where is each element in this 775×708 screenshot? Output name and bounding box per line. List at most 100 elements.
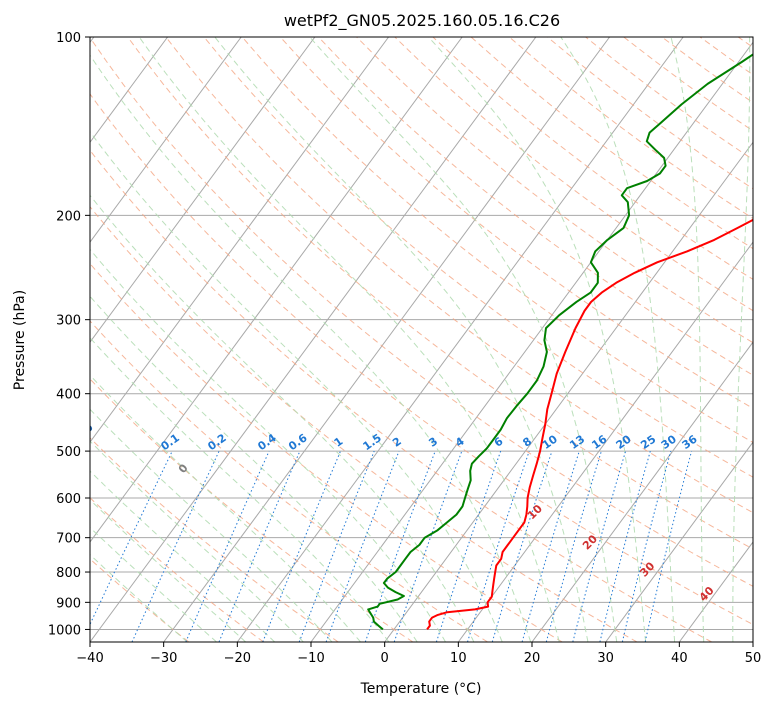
x-tick-label: 0 [381,651,389,666]
x-tick-label: 50 [745,651,762,666]
moist-adiabat-line [90,499,247,642]
dry-adiabat-line [90,37,753,587]
dry-adiabat-line [661,37,753,104]
dry-adiabat-line [90,262,563,642]
mixing-ratio-line [599,450,651,642]
dry-adiabat-line [508,37,753,220]
dry-adiabat-line [90,205,638,642]
isotherm-line [90,37,169,144]
mixing-ratio-label: 20 [614,432,634,452]
x-tick-label: 20 [524,651,541,666]
y-tick-label: 100 [56,31,81,46]
mixing-ratio-line [131,450,220,642]
y-tick-label: 500 [56,445,81,460]
dry-adiabat-line [90,149,712,642]
moist-adiabat-line [90,374,361,642]
mixing-ratio-label: 3 [426,435,440,450]
isotherm-line [678,541,753,642]
isotherm-line [457,241,753,642]
mixing-ratio-label: 6 [492,435,506,450]
y-axis-title: Pressure (hPa) [12,290,28,390]
y-tick-label: 300 [56,314,81,329]
isotherm-line [605,441,753,642]
x-axis-title: Temperature (°C) [360,681,482,697]
x-tick-label: 40 [671,651,688,666]
mixing-ratio-label: 30 [659,432,679,452]
x-tick-label: 10 [450,651,467,666]
moist-adiabat-line [428,37,647,642]
dry-adiabat-line [90,497,264,642]
moist-adiabat-line [90,337,390,642]
mixing-ratio-label: 36 [680,432,700,452]
mixing-ratio-label: 4 [453,435,467,450]
mixing-ratio-line [435,450,502,642]
mixing-ratio-label: 0.1 [158,431,181,453]
isotherm-line [310,41,753,642]
sounding-profiles [367,53,753,631]
x-tick-label: −30 [150,651,177,666]
isotherm-line [236,37,684,642]
moist-adiabat-line [90,408,333,642]
x-tick-label: −20 [224,651,251,666]
moist-adiabat-line [560,37,676,642]
mixing-ratio-line [491,450,553,642]
dry-adiabat-line [279,37,753,410]
mixing-ratio-line [298,450,375,642]
background-lines [90,37,753,642]
mixing-ratio-line [393,450,463,642]
axes: −40 −30 −20 −10 0 10 20 30 40 5010020030040050060… [48,31,761,666]
y-tick-label: 700 [56,532,81,547]
mixing-ratio-line [521,450,580,642]
moist-adiabat-line [90,440,304,642]
dry-adiabat-label: -10 [73,421,96,445]
mixing-ratio-line [262,450,341,642]
plot-frame [89,36,754,643]
y-tick-label: 600 [56,492,81,507]
x-tick-label: −40 [76,651,103,666]
x-tick-label: −10 [297,651,324,666]
dry-adiabat-line [356,37,753,344]
mixing-ratio-line [467,450,530,642]
moist-adiabat-line [90,295,418,642]
moist-adiabat-line [90,54,532,642]
mixing-ratio-line [90,450,173,626]
mixing-ratio-line [218,450,301,642]
mixing-ratio-label: 2 [390,435,404,450]
isotherm-line [163,37,611,642]
isotherm-line [752,641,753,642]
dry-adiabat-line [90,320,488,642]
mixing-ratio-line [545,450,602,642]
y-tick-label: 200 [56,209,81,224]
temperature-profile [426,218,753,630]
moist-adiabat-label: 30 [637,559,657,579]
isotherm-line [90,37,390,443]
dry-adiabat-line [470,37,753,250]
dry-adiabat-line [90,437,339,642]
dewpoint-profile [367,53,753,631]
moist-adiabat-line [670,37,705,642]
mixing-ratio-line [364,450,436,642]
mixing-ratio-label: 0.4 [255,431,279,453]
dry-adiabat-line [318,37,753,376]
y-tick-label: 400 [56,388,81,403]
chart-title: wetPf2_GN05.2025.160.05.16.C26 [284,11,560,31]
y-tick-label: 900 [56,596,81,611]
x-tick-label: 30 [597,651,614,666]
isotherm-line [90,37,242,243]
isotherm-line [384,141,753,642]
dry-adiabat-line [90,93,753,626]
dry-adiabat-line [699,37,753,76]
mixing-ratio-label: 0.6 [286,431,310,453]
mixing-ratio-line [621,450,672,642]
isotherm-line [531,341,753,642]
dry-adiabat-line [165,37,753,514]
moist-adiabat-line [732,37,751,642]
overlay-labels: 0.10.20.40.611.52346810131620253036-100-… [73,421,717,604]
moist-adiabat-label: 20 [580,532,600,552]
moist-adiabat-line [138,37,560,642]
mixing-ratio-line [644,450,693,642]
mixing-ratio-label: 1.5 [361,431,384,453]
isotherm-line [90,37,537,642]
mixing-ratio-line [185,450,270,642]
